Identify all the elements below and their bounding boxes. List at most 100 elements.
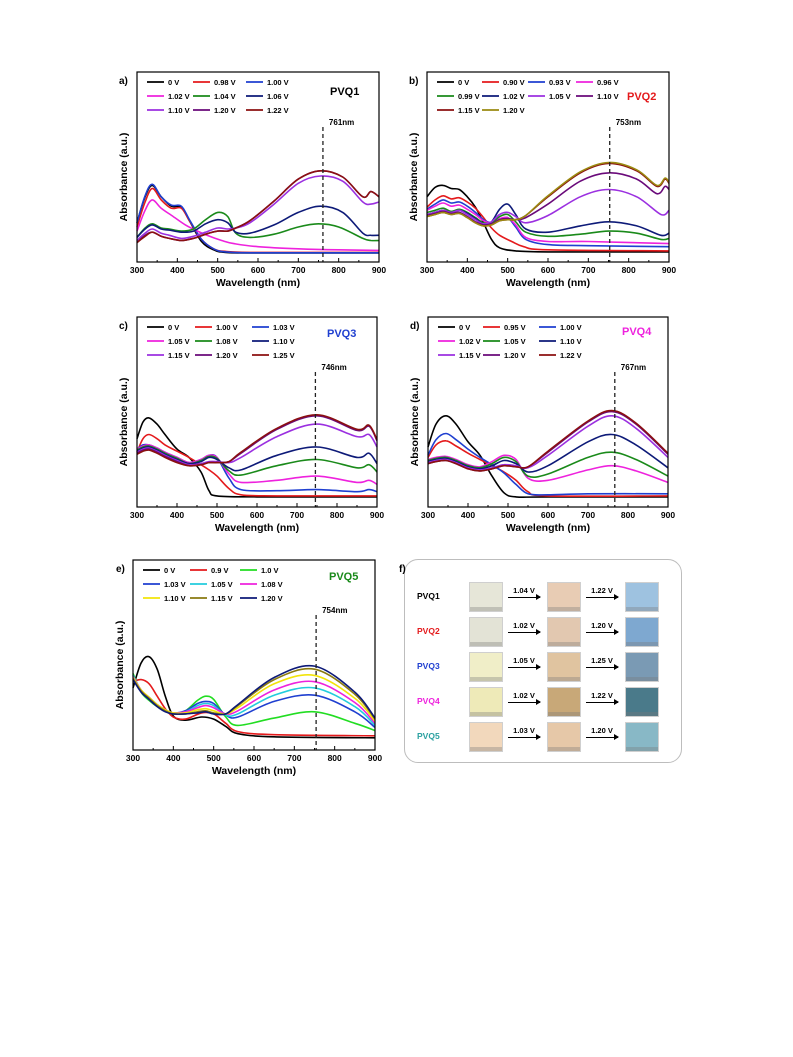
legend-label: 1.00 V: [560, 323, 582, 332]
x-tick-label: 600: [541, 510, 555, 520]
series-line-0-v: [132, 655, 376, 739]
photo-row-pvq2: PVQ2 1.02 V 1.20 V: [405, 617, 681, 647]
x-tick-label: 300: [126, 753, 140, 763]
legend-label: 0 V: [459, 323, 470, 332]
legend-label: 1.10 V: [560, 337, 582, 346]
photo-neutral: [469, 722, 503, 752]
x-tick-label: 400: [460, 265, 474, 275]
x-tick-label: 600: [251, 265, 265, 275]
photo-row-name: PVQ3: [417, 661, 440, 671]
legend-label: 1.05 V: [549, 92, 571, 101]
photo-voltage-1: 1.05 V: [513, 656, 535, 665]
sample-name: PVQ3: [327, 328, 356, 340]
series-line-0-98-v: [136, 187, 380, 254]
arrow-icon: [586, 699, 619, 705]
x-tick-label: 600: [250, 510, 264, 520]
series-group: [136, 169, 380, 254]
x-tick-label: 300: [130, 265, 144, 275]
series-line-1-08-v: [132, 676, 376, 724]
photo-voltage-2: 1.22 V: [591, 691, 613, 700]
legend-label: 1.22 V: [560, 351, 582, 360]
photo-reduced: [547, 687, 581, 717]
photo-neutral: [469, 687, 503, 717]
x-tick-label: 800: [328, 753, 342, 763]
photo-row-name: PVQ5: [417, 731, 440, 741]
photo-row-pvq4: PVQ4 1.02 V 1.22 V: [405, 687, 681, 717]
photo-voltage-2: 1.20 V: [591, 621, 613, 630]
chart-panel-pvq5: 754nm 300 400 500 600 700 800 900 Wavelength (nm…: [114, 559, 382, 777]
series-line-0-96-v: [426, 202, 670, 245]
photo-row-name: PVQ4: [417, 696, 440, 706]
series-line-1-05-v: [426, 188, 670, 225]
y-axis-label: Absorbance (a.u.): [118, 378, 130, 467]
x-tick-label: 900: [661, 510, 675, 520]
x-tick-label: 300: [420, 265, 434, 275]
legend: 0 V 0.90 V 0.93 V 0.96 V 0.99 V 1.02 V 1.05 V 1…: [437, 78, 619, 115]
legend-label: 1.03 V: [164, 580, 186, 589]
x-tick-label: 900: [370, 510, 384, 520]
sample-name: PVQ4: [622, 326, 652, 338]
legend-label: 1.20 V: [503, 106, 525, 115]
panel-letter: e): [116, 564, 125, 575]
sample-name: PVQ5: [329, 571, 358, 583]
legend-label: 0.98 V: [214, 78, 236, 87]
series-line-1-22-v: [136, 169, 380, 244]
series-line-0-v: [427, 415, 668, 499]
series-line-1-22-v: [427, 409, 669, 472]
series-line-0-95-v: [427, 439, 669, 498]
x-tick-label: 300: [421, 510, 435, 520]
series-line-1-06-v: [136, 205, 380, 238]
series-line-0-9-v: [132, 678, 376, 737]
x-tick-label: 700: [287, 753, 301, 763]
legend-label: 1.02 V: [459, 337, 481, 346]
photo-reduced: [547, 617, 581, 647]
x-tick-label: 500: [501, 510, 515, 520]
y-axis-label: Absorbance (a.u.): [114, 621, 126, 710]
peak-label: 761nm: [329, 118, 354, 127]
legend-label: 1.20 V: [216, 351, 238, 360]
photo-row-pvq1: PVQ1 1.04 V 1.22 V: [405, 582, 681, 612]
legend-label: 0.99 V: [458, 92, 480, 101]
legend-label: 1.08 V: [216, 337, 238, 346]
series-line-1-10-v: [136, 446, 378, 472]
legend-label: 1.15 V: [211, 594, 233, 603]
x-axis-label: Wavelength (nm): [506, 522, 590, 534]
photo-oxidized: [625, 617, 659, 647]
series-line-1-10-v: [426, 172, 670, 226]
series-line-1-02-v: [136, 199, 380, 252]
legend-label: 1.20 V: [261, 594, 283, 603]
y-axis-label: Absorbance (a.u.): [409, 378, 421, 467]
legend-label: 1.00 V: [267, 78, 289, 87]
legend-label: 1.02 V: [503, 92, 525, 101]
series-line-1-05-v: [136, 444, 378, 486]
x-tick-label: 400: [166, 753, 180, 763]
panel-letter: b): [409, 76, 418, 87]
x-axis-label: Wavelength (nm): [216, 277, 300, 289]
legend-label: 1.10 V: [164, 594, 186, 603]
legend: 0 V 0.95 V 1.00 V 1.02 V 1.05 V 1.10 V 1.15 V 1…: [438, 323, 582, 360]
photo-oxidized: [625, 582, 659, 612]
photo-neutral: [469, 617, 503, 647]
photo-reduced: [547, 652, 581, 682]
x-tick-label: 600: [541, 265, 555, 275]
chart-panel-pvq1: 761nm 300 400 500 600 700 800 900 Wavelength (nm…: [118, 71, 386, 289]
series-line-1-04-v: [136, 211, 380, 242]
legend-label: 1.0 V: [261, 566, 279, 575]
photo-voltage-1: 1.02 V: [513, 621, 535, 630]
photo-voltage-1: 1.04 V: [513, 586, 535, 595]
series-line-0-v: [136, 184, 379, 254]
series-line-1-20-v: [132, 664, 376, 719]
legend-label: 1.15 V: [459, 351, 481, 360]
legend-label: 0 V: [168, 323, 179, 332]
photo-neutral: [469, 582, 503, 612]
legend-label: 0.95 V: [504, 323, 526, 332]
legend-label: 1.03 V: [273, 323, 295, 332]
x-axis-label: Wavelength (nm): [212, 765, 296, 777]
series-line-1-05-v: [427, 451, 669, 479]
legend-label: 1.05 V: [168, 337, 190, 346]
arrow-icon: [586, 734, 619, 740]
series-group: [136, 413, 378, 498]
peak-label: 767nm: [621, 363, 646, 372]
legend-label: 1.22 V: [267, 106, 289, 115]
legend-label: 0 V: [164, 566, 175, 575]
